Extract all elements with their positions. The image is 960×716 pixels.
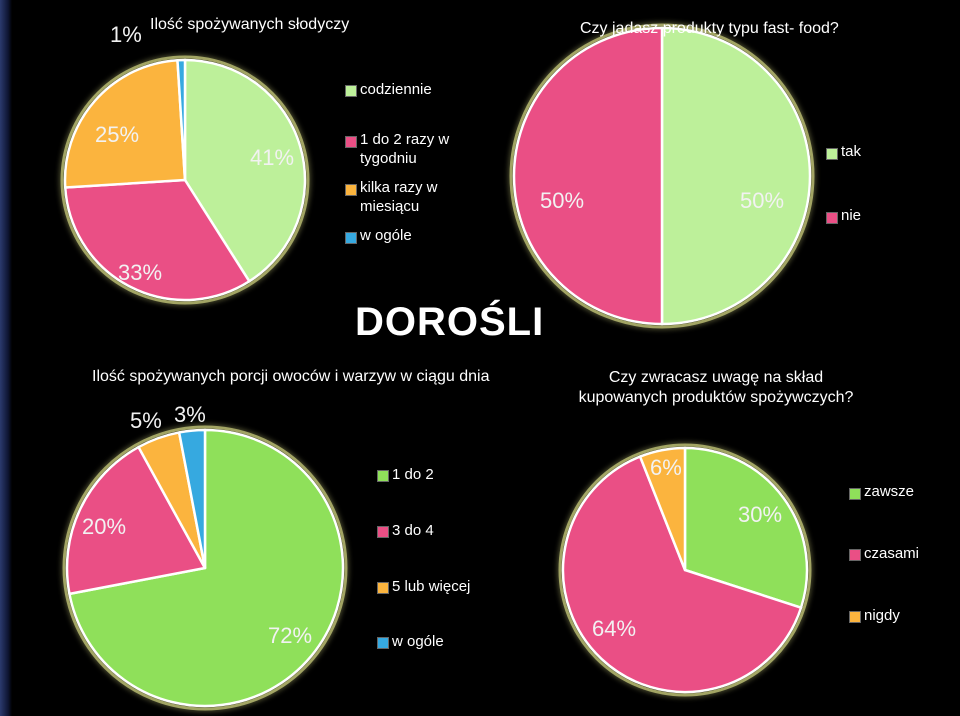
legend-kilka: kilka razy w miesiącu (360, 179, 438, 215)
pie-fastfood-label-nie: 50% (540, 188, 585, 213)
pie-fastfood-label-tak: 50% (740, 188, 785, 213)
pie-fruitveg-slice-3 (177, 428, 207, 570)
pie-fastfood (509, 23, 815, 329)
pie-sweets-label-w-ogole: 1% (110, 22, 142, 47)
legend-swatch-w-ogole (345, 232, 357, 244)
pie-fastfood-title: Czy jadasz produkty typu fast- food? (580, 20, 839, 37)
pie-sweets-glow-ring (60, 55, 310, 305)
legend-nigdy: nigdy (864, 607, 900, 624)
pie-fastfood-glow-ring (509, 23, 815, 329)
legend-swatch-nigdy (849, 611, 861, 623)
legend-1do2razy: 1 do 2 razy w tygodniu (360, 131, 450, 167)
legend-1do2: 1 do 2 (392, 466, 434, 483)
pie-ingredients-glow-ring (558, 443, 812, 697)
pie-fruitveg-label-w-ogole: 3% (174, 402, 206, 427)
pie-ingredients (558, 443, 812, 697)
legend-w-ogole: w ogóle (360, 227, 412, 244)
legend-swatch-1do2 (377, 470, 389, 482)
legend-tak: tak (841, 143, 862, 160)
legend-czasami: czasami (864, 545, 920, 562)
pie-fruitveg-label-3do4: 20% (82, 514, 127, 539)
pie-fruit-veg (62, 425, 348, 711)
pie-ingredients-label-czasami: 64% (592, 616, 637, 641)
pie-ingredients-slice-2 (638, 446, 687, 572)
pie-sweets-title: Ilość spożywanych słodyczy (150, 16, 350, 33)
pie-ingredients-slice-0 (683, 446, 809, 609)
pie-fruitveg-title: Ilość spożywanych porcji owoców i warzyw… (92, 368, 490, 385)
pie-sweets-slice-1 (63, 178, 251, 302)
pie-ingredients-label-nigdy: 6% (650, 455, 682, 480)
legend-codziennie: codziennie (360, 81, 432, 98)
legend-swatch-1do2razy (345, 136, 357, 148)
legend-swatch-kilka (345, 184, 357, 196)
pie-sweets (60, 55, 310, 305)
pie-ingredients-title: Czy zwracasz uwagę na skład kupowanych p… (578, 369, 854, 406)
legend-zawsze: zawsze (864, 483, 915, 500)
legend-5lub: 5 lub więcej (392, 578, 471, 595)
pie-sweets-slice-2 (63, 58, 187, 189)
legend-w-ogole-2: w ogóle (392, 633, 444, 650)
legend-swatch-5lub (377, 582, 389, 594)
left-decorative-strip (0, 0, 12, 716)
pie-fruitveg-glow-ring (62, 425, 348, 711)
legend-swatch-nie (826, 212, 838, 224)
pie-ingredients-label-zawsze: 30% (738, 502, 783, 527)
legend-swatch-tak (826, 148, 838, 160)
pie-fruitveg-label-1do2: 72% (268, 623, 313, 648)
pie-fastfood-slice-1 (512, 26, 664, 326)
pie-sweets-slice-3 (176, 58, 187, 182)
pie-fruitveg-label-5lub: 5% (130, 408, 162, 433)
legend-swatch-zawsze (849, 488, 861, 500)
pie-fastfood-slice-0 (660, 26, 812, 326)
pie-fruitveg-slice-1 (65, 445, 207, 596)
pie-sweets-label-codziennie: 41% (250, 145, 295, 170)
legend-3do4: 3 do 4 (392, 522, 434, 539)
legend-swatch-codziennie (345, 85, 357, 97)
page-title: DOROŚLI (355, 300, 545, 344)
pie-ingredients-slice-1 (561, 455, 803, 694)
legend-swatch-czasami (849, 549, 861, 561)
legend-swatch-3do4 (377, 526, 389, 538)
pie-sweets-label-1do2: 33% (118, 260, 163, 285)
pie-sweets-label-kilka: 25% (95, 122, 140, 147)
legend-nie: nie (841, 207, 862, 224)
legend-swatch-w-ogole-2 (377, 637, 389, 649)
